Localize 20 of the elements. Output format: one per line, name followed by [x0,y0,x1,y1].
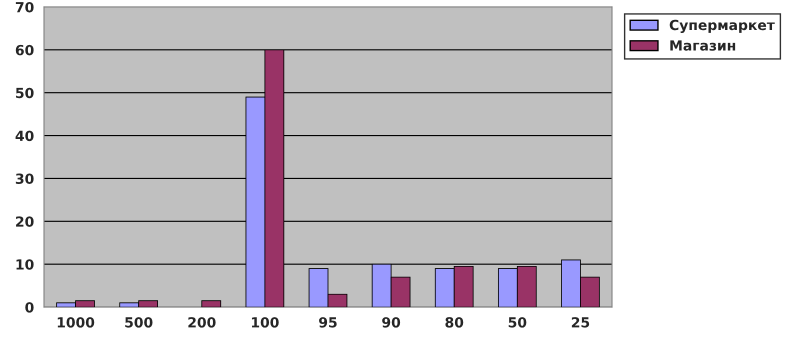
y-tick-label: 20 [16,216,34,227]
y-tick-label: 0 [25,302,34,313]
y-tick-label: 50 [16,88,34,98]
legend-label: Супермаркет [670,20,775,34]
x-tick-label: 500 [125,317,152,328]
x-tick-label: 1000 [58,317,94,328]
y-tick-label: 40 [16,130,34,142]
y-tick-label: 10 [16,259,34,270]
x-tick-label: 100 [252,317,279,328]
x-tick-label: 90 [382,317,400,328]
x-tick-label: 50 [508,317,526,328]
legend-label: Магазин [670,40,736,51]
x-tick-label: 200 [188,317,216,328]
x-tick-label: 80 [445,317,464,328]
y-tick-label: 70 [16,2,34,12]
x-tick-label: 95 [319,317,337,328]
y-tick-label: 60 [16,44,34,56]
bar [201,300,222,308]
x-tick-label: 25 [572,317,590,328]
y-tick-label: 30 [16,173,34,184]
